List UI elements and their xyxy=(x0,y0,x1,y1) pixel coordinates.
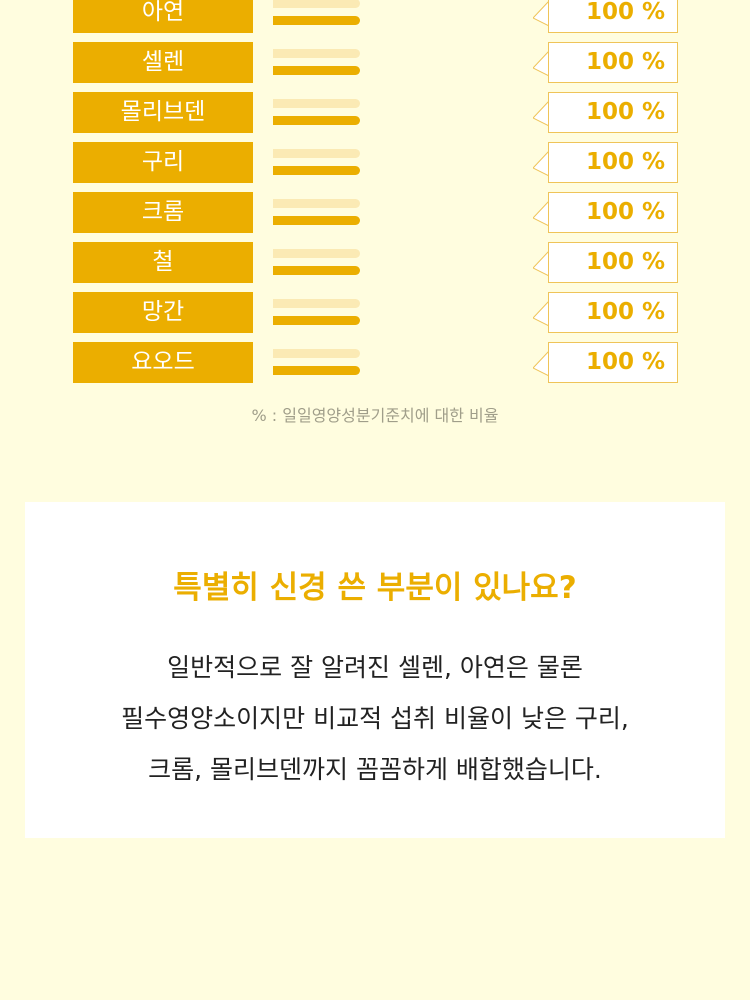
reference-bar xyxy=(273,0,360,8)
value-bar xyxy=(273,116,360,125)
percent-callout: 100 % xyxy=(548,292,678,333)
percent-callout: 100 % xyxy=(548,242,678,283)
value-bar xyxy=(273,166,360,175)
nutrient-row: 구리 100 % xyxy=(0,142,750,183)
value-bar xyxy=(273,66,360,75)
nutrient-row: 몰리브덴 100 % xyxy=(0,92,750,133)
reference-bar xyxy=(273,149,360,158)
nutrient-row: 요오드 100 % xyxy=(0,342,750,383)
card-body: 일반적으로 잘 알려진 셀렌, 아연은 물론 필수영양소이지만 비교적 섭취 비… xyxy=(25,642,725,795)
reference-bar xyxy=(273,199,360,208)
nutrient-row: 망간 100 % xyxy=(0,292,750,333)
card-title: 특별히 신경 쓴 부분이 있나요? xyxy=(173,570,577,606)
nutrient-name: 요오드 xyxy=(73,342,253,383)
percent-callout: 100 % xyxy=(548,142,678,183)
card-line: 필수영양소이지만 비교적 섭취 비율이 낮은 구리, xyxy=(121,704,629,733)
nutrient-row: 셀렌 100 % xyxy=(0,42,750,83)
nutrient-row: 크롬 100 % xyxy=(0,192,750,233)
value-bar xyxy=(273,316,360,325)
percent-callout: 100 % xyxy=(548,92,678,133)
nutrient-name: 구리 xyxy=(73,142,253,183)
nutrient-row: 아연 100 % xyxy=(0,0,750,33)
reference-bar xyxy=(273,99,360,108)
nutrient-name: 철 xyxy=(73,242,253,283)
reference-bar xyxy=(273,299,360,308)
reference-bar xyxy=(273,249,360,258)
nutrient-name: 망간 xyxy=(73,292,253,333)
value-bar xyxy=(273,16,360,25)
info-card: 특별히 신경 쓴 부분이 있나요? 일반적으로 잘 알려진 셀렌, 아연은 물론… xyxy=(25,502,725,838)
reference-bar xyxy=(273,349,360,358)
nutrient-row: 철 100 % xyxy=(0,242,750,283)
reference-bar xyxy=(273,49,360,58)
percent-callout: 100 % xyxy=(548,42,678,83)
percent-callout: 100 % xyxy=(548,192,678,233)
card-line: 일반적으로 잘 알려진 셀렌, 아연은 물론 xyxy=(167,653,583,682)
nutrient-name: 몰리브덴 xyxy=(73,92,253,133)
nutrient-name: 크롬 xyxy=(73,192,253,233)
percent-callout: 100 % xyxy=(548,0,678,33)
card-line: 크롬, 몰리브덴까지 꼼꼼하게 배합했습니다. xyxy=(148,755,602,784)
percent-callout: 100 % xyxy=(548,342,678,383)
nutrient-name: 셀렌 xyxy=(73,42,253,83)
value-bar xyxy=(273,366,360,375)
nutrient-name: 아연 xyxy=(73,0,253,33)
value-bar xyxy=(273,216,360,225)
value-bar xyxy=(273,266,360,275)
footnote: % : 일일영양성분기준치에 대한 비율 xyxy=(251,406,499,425)
